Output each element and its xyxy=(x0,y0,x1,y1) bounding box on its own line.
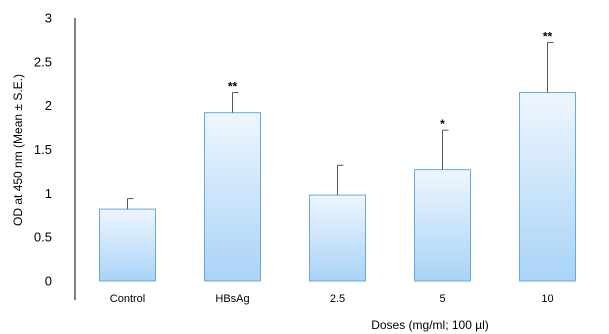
x-tick-label: HBsAg xyxy=(215,293,249,305)
bar xyxy=(519,92,576,282)
y-tick-label: 2 xyxy=(45,98,52,113)
y-axis-ticks: 0 0.5 1 1.5 2 2.5 3 xyxy=(34,11,52,289)
significance-label: ** xyxy=(543,30,553,44)
y-tick-label: 2.5 xyxy=(34,54,52,69)
x-tick-label: 5 xyxy=(439,293,445,305)
bar xyxy=(414,169,471,282)
x-tick-label: 2.5 xyxy=(330,293,345,305)
y-tick-label: 0.5 xyxy=(34,230,52,245)
y-axis-title: OD at 450 nm (Mean ± S.E.) xyxy=(11,74,25,226)
x-axis-categories: Control HBsAg 2.5 5 10 xyxy=(110,293,554,305)
bar xyxy=(309,194,366,282)
error-bar xyxy=(337,164,344,196)
y-tick-label: 3 xyxy=(45,11,52,26)
significance-label: * xyxy=(440,117,445,131)
error-bar xyxy=(232,92,239,113)
x-tick-label: Control xyxy=(110,293,145,305)
error-bars xyxy=(127,42,554,210)
bar xyxy=(99,208,156,282)
y-tick-label: 1 xyxy=(45,186,52,201)
significance-markers: ***** xyxy=(228,30,553,132)
significance-label: ** xyxy=(228,80,238,94)
x-axis-title: Doses (mg/ml; 100 µl) xyxy=(371,318,489,332)
y-tick-label: 0 xyxy=(45,274,52,289)
x-tick-label: 10 xyxy=(541,293,553,305)
error-bar xyxy=(127,198,134,210)
y-tick-label: 1.5 xyxy=(34,142,52,157)
bar xyxy=(204,112,261,282)
error-bar xyxy=(442,129,449,170)
error-bar xyxy=(547,42,554,93)
